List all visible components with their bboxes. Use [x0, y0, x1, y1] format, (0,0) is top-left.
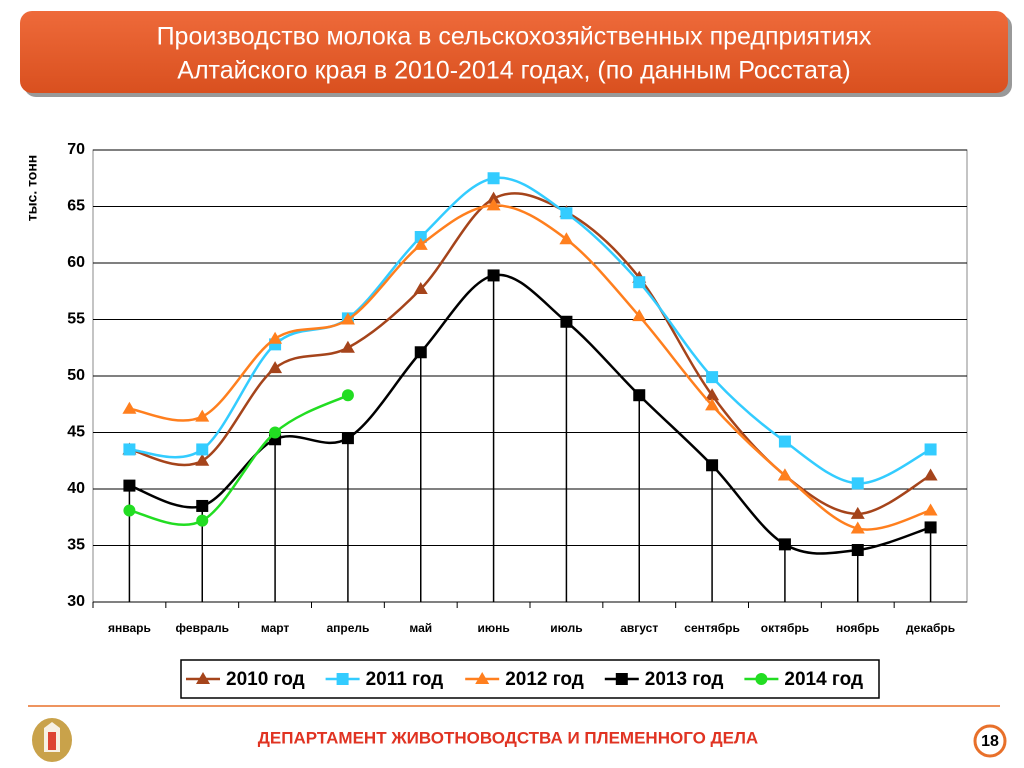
title-line: Производство молока в сельскохозяйственн… [157, 23, 872, 51]
legend-marker [615, 673, 628, 685]
series-marker [850, 506, 865, 519]
logo [32, 718, 72, 762]
series-marker [413, 281, 428, 294]
series-marker [924, 521, 937, 534]
series-marker [850, 521, 865, 534]
legend-marker [336, 673, 349, 685]
y-tick-label: 35 [67, 537, 85, 554]
legend-label: 2013 год [645, 669, 724, 690]
series-marker [340, 312, 355, 325]
y-tick-label: 40 [67, 480, 85, 497]
series-marker [123, 479, 136, 492]
series-marker [123, 504, 136, 517]
series-marker [268, 331, 283, 344]
series-marker [486, 198, 501, 211]
series-marker [269, 426, 282, 439]
series-marker [196, 499, 209, 512]
series-marker [560, 207, 573, 220]
series-marker [414, 346, 427, 359]
series-marker [705, 388, 720, 401]
y-tick-label: 60 [67, 254, 85, 271]
y-tick-label: 70 [67, 141, 85, 158]
x-tick-label: август [620, 621, 658, 635]
x-tick-label: февраль [176, 621, 229, 635]
y-tick-label: 45 [67, 424, 85, 441]
series-marker [706, 371, 719, 384]
footer-text: ДЕПАРТАМЕНТ ЖИВОТНОВОДСТВА И ПЛЕМЕННОГО … [258, 728, 758, 747]
series-marker [487, 269, 500, 282]
series-marker [923, 503, 938, 516]
series-marker [341, 389, 354, 402]
series-marker [123, 443, 136, 456]
series-marker [777, 468, 792, 481]
series-marker [924, 443, 937, 456]
x-tick-label: май [409, 621, 432, 635]
page-badge [973, 724, 1007, 758]
series-marker [633, 389, 646, 402]
series-marker [341, 432, 354, 445]
series-marker [486, 191, 501, 204]
x-tick-label: январь [108, 621, 151, 635]
legend-label: 2014 год [784, 669, 863, 690]
series-marker [923, 468, 938, 481]
series-marker [196, 443, 209, 456]
series-line [129, 394, 349, 526]
legend-marker [475, 672, 490, 684]
series-marker [633, 276, 646, 289]
series-marker [414, 231, 427, 244]
x-tick-label: сентябрь [684, 621, 740, 635]
series-marker [413, 237, 428, 250]
x-tick-label: июль [550, 621, 582, 635]
x-tick-label: июнь [477, 621, 509, 635]
x-tick-label: март [261, 621, 290, 635]
y-tick-label: 65 [67, 198, 85, 215]
series-marker [705, 398, 720, 411]
x-tick-label: ноябрь [836, 621, 880, 635]
y-tick-label: 50 [67, 367, 85, 384]
title-line: Алтайского края в 2010-2014 годах, (по д… [177, 57, 850, 85]
legend-marker [755, 673, 768, 685]
y-axis-label: тыс. тонн [24, 155, 40, 222]
series-marker [559, 232, 574, 245]
series-marker [632, 309, 647, 322]
series-marker [560, 315, 573, 328]
series-marker [196, 514, 209, 527]
series-marker [706, 459, 719, 472]
series-marker [340, 340, 355, 353]
page-number: 18 [981, 733, 999, 750]
series-marker [195, 409, 210, 422]
series-marker [778, 435, 791, 448]
legend-label: 2010 год [226, 669, 305, 690]
series-marker [851, 477, 864, 490]
x-tick-label: декабрь [906, 621, 955, 635]
x-tick-label: октябрь [761, 621, 809, 635]
series-marker [195, 453, 210, 466]
series-marker [122, 401, 137, 414]
series-marker [778, 538, 791, 551]
legend-label: 2012 год [505, 669, 584, 690]
series-marker [851, 544, 864, 557]
x-tick-label: апрель [326, 621, 369, 635]
series-marker [268, 361, 283, 374]
y-tick-label: 30 [67, 593, 85, 610]
legend-marker [196, 672, 210, 684]
legend-label: 2011 год [366, 669, 444, 690]
y-tick-label: 55 [67, 311, 85, 328]
header [20, 11, 1008, 93]
series-marker [487, 172, 500, 185]
